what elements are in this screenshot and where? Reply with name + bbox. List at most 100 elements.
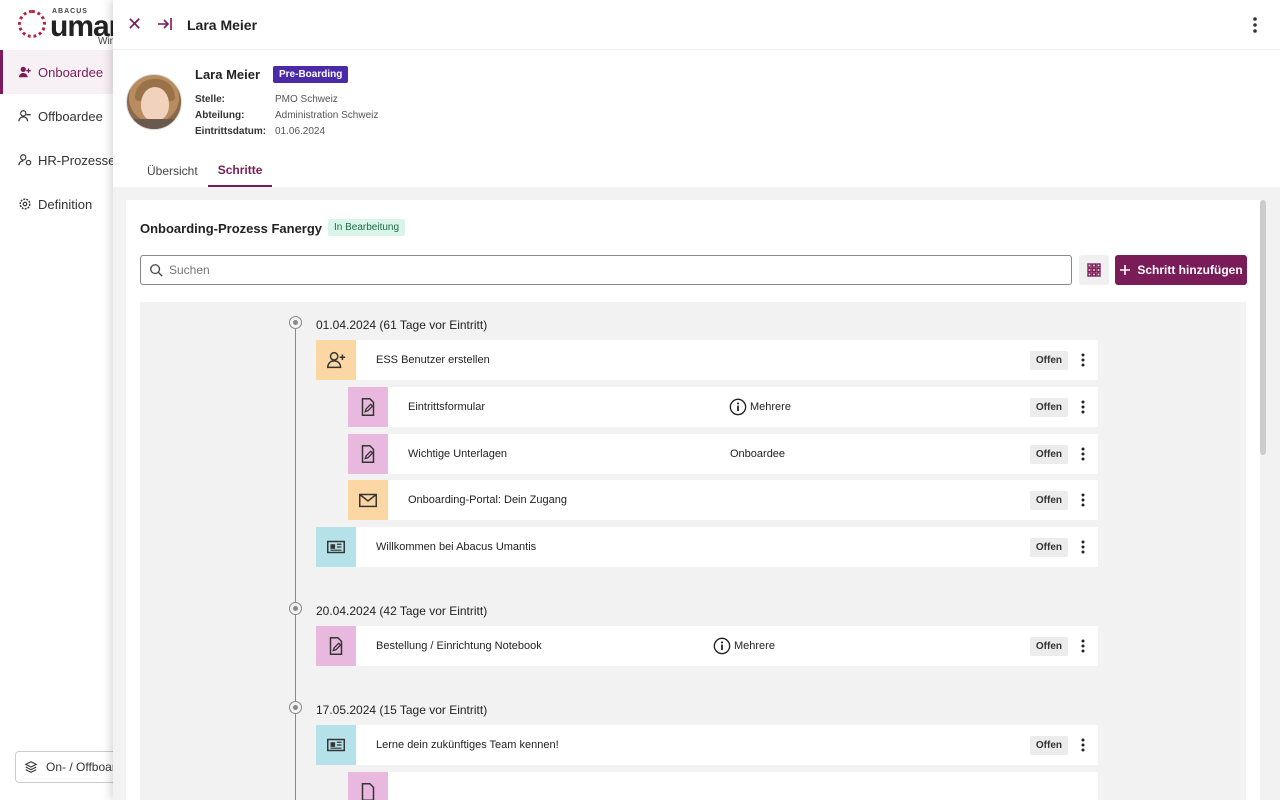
step-assignee-text: Mehrere (734, 640, 775, 652)
timeline-line (295, 322, 296, 800)
nav-item-hr-prozesse[interactable]: HR-Prozesse (0, 138, 120, 182)
step-label: Wichtige Unterlagen (408, 448, 508, 460)
document-edit-icon (348, 772, 388, 800)
step-status-badge: Offen (1029, 444, 1068, 464)
info-value: PMO Schweiz (275, 94, 338, 105)
search-field (140, 255, 1072, 285)
add-step-button[interactable]: Schritt hinzufügen (1115, 255, 1247, 285)
step-label: Willkommen bei Abacus Umantis (376, 541, 537, 553)
step-label: ESS Benutzer erstellen (376, 354, 490, 366)
group-date: 17.05.2024 (15 Tage vor Eintritt) (316, 703, 488, 717)
profile-section: Lara Meier Pre-Boarding Stelle: PMO Schw… (113, 50, 1280, 187)
more-vertical-icon[interactable] (1081, 353, 1085, 367)
info-label: Stelle: (195, 94, 226, 105)
panel-title: Lara Meier (187, 17, 258, 33)
step-label: Lerne dein zukünftiges Team kennen! (376, 739, 559, 751)
step-status-badge: Offen (1029, 490, 1068, 510)
more-vertical-icon[interactable] (1081, 447, 1085, 461)
timeline-dot-icon (289, 602, 302, 615)
info-icon[interactable] (729, 398, 747, 416)
step-row[interactable]: Lerne dein zukünftiges Team kennen! Offe… (316, 725, 1098, 765)
nav-item-label: HR-Prozesse (38, 152, 116, 168)
info-row-eintrittsdatum: Eintrittsdatum: 01.06.2024 (195, 126, 325, 137)
layers-icon (24, 761, 38, 773)
step-status-badge: Offen (1029, 735, 1068, 755)
step-row[interactable]: Eintrittsformular Mehrere Offen (348, 387, 1098, 427)
step-row-partial[interactable] (348, 772, 1098, 800)
info-row-abteilung: Abteilung: Administration Schweiz (195, 110, 378, 121)
info-icon[interactable] (713, 637, 731, 655)
step-row[interactable]: Willkommen bei Abacus Umantis Offen (316, 527, 1098, 567)
step-assignee: Mehrere (729, 398, 791, 416)
more-vertical-icon[interactable] (1081, 493, 1085, 507)
more-vertical-icon[interactable] (1081, 639, 1085, 653)
info-value: 01.06.2024 (275, 126, 326, 137)
nav-item-offboardee[interactable]: Offboardee (0, 94, 120, 138)
document-edit-icon (316, 626, 356, 666)
document-edit-icon (348, 434, 388, 474)
logo-sub-text: Win (98, 36, 116, 46)
logo-top-text: ABACUS (52, 8, 88, 15)
collapse-panel-icon[interactable] (157, 16, 173, 32)
nav-item-label: Definition (38, 196, 93, 212)
step-status-badge: Offen (1029, 636, 1068, 656)
profile-name: Lara Meier (195, 67, 261, 82)
info-value: Administration Schweiz (275, 110, 379, 121)
search-icon (150, 264, 163, 277)
step-label: Eintrittsformular (408, 401, 486, 413)
step-status-badge: Offen (1029, 350, 1068, 370)
tab-uebersicht[interactable]: Übersicht (147, 164, 198, 178)
user-plus-icon (316, 340, 356, 380)
close-icon[interactable]: ✕ (127, 14, 143, 34)
info-row-stelle: Stelle: PMO Schweiz (195, 94, 338, 105)
nav-item-definition[interactable]: Definition (0, 182, 120, 226)
group-date: 01.04.2024 (61 Tage vor Eintritt) (316, 318, 488, 332)
process-card: Onboarding-Prozess Fanergy In Bearbeitun… (126, 200, 1260, 800)
step-assignee: Mehrere (713, 637, 775, 655)
user-minus-icon (18, 110, 31, 122)
step-row[interactable]: Bestellung / Einrichtung Notebook Mehrer… (316, 626, 1098, 666)
gear-icon (19, 198, 31, 210)
tabs: Übersicht Schritte (137, 155, 273, 187)
grid-view-button[interactable] (1079, 255, 1109, 285)
nav-item-label: Onboardee (38, 64, 104, 80)
step-row[interactable]: Wichtige Unterlagen Onboardee Offen (348, 434, 1098, 474)
group-date: 20.04.2024 (42 Tage vor Eintritt) (316, 604, 488, 618)
abacus-umantis-logo: ABACUS umantis Win (18, 6, 128, 46)
tab-schritte[interactable]: Schritte (207, 155, 273, 187)
more-vertical-icon[interactable] (1252, 15, 1258, 35)
nav-item-label: Offboardee (38, 108, 103, 124)
plus-icon (1120, 265, 1131, 275)
newspaper-icon (316, 527, 356, 567)
step-row[interactable]: Onboarding-Portal: Dein Zugang Offen (348, 480, 1098, 520)
search-input[interactable] (169, 263, 1049, 277)
app-sidebar: ABACUS umantis Win Onboardee Offboardee … (0, 0, 145, 800)
step-label: Bestellung / Einrichtung Notebook (376, 640, 542, 652)
grid-icon (1087, 263, 1101, 277)
panel-header: ✕ Lara Meier (113, 0, 1280, 50)
main-nav: Onboardee Offboardee HR-Prozesse Definit… (0, 50, 120, 226)
more-vertical-icon[interactable] (1081, 540, 1085, 554)
more-vertical-icon[interactable] (1081, 738, 1085, 752)
onboardee-detail-panel: ✕ Lara Meier Lara Meier Pre-Boarding Ste… (113, 0, 1280, 800)
step-assignee-text: Onboardee (730, 448, 786, 460)
timeline-dot-icon (289, 316, 302, 329)
status-badge: Pre-Boarding (273, 66, 349, 83)
add-step-label: Schritt hinzufügen (1137, 263, 1243, 277)
info-label: Eintrittsdatum: (195, 126, 267, 137)
document-edit-icon (348, 387, 388, 427)
nav-item-onboardee[interactable]: Onboardee (0, 50, 120, 94)
step-status-badge: Offen (1029, 397, 1068, 417)
user-plus-icon (18, 66, 31, 78)
newspaper-icon (316, 725, 356, 765)
panel-scrollbar[interactable] (1260, 200, 1266, 455)
step-row[interactable]: ESS Benutzer erstellen Offen (316, 340, 1098, 380)
timeline-dot-icon (289, 701, 302, 714)
avatar (126, 74, 182, 130)
process-title: Onboarding-Prozess Fanergy (140, 221, 323, 236)
more-vertical-icon[interactable] (1081, 400, 1085, 414)
step-status-badge: Offen (1029, 537, 1068, 557)
steps-timeline: 01.04.2024 (61 Tage vor Eintritt) ESS Be… (140, 302, 1246, 800)
step-label: Onboarding-Portal: Dein Zugang (408, 494, 567, 506)
logo-dots-icon (18, 10, 46, 38)
